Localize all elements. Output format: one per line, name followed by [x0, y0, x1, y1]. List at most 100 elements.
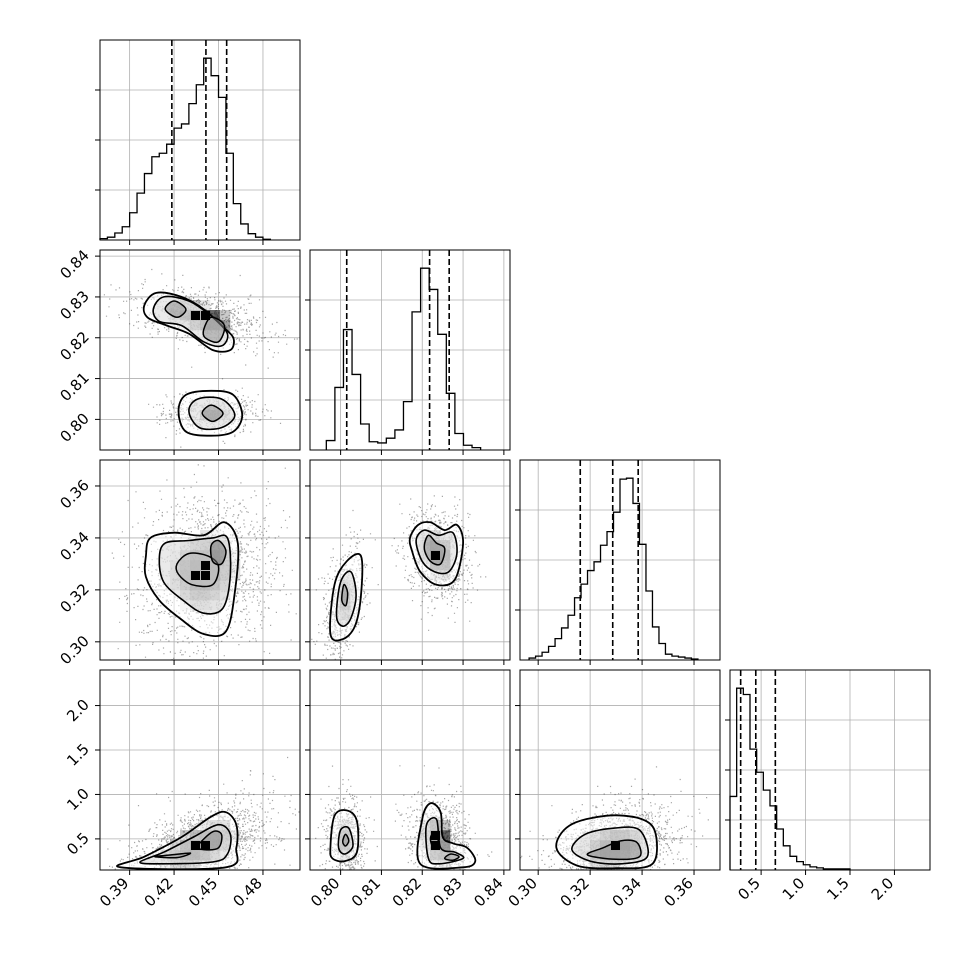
contour-mid — [571, 826, 649, 865]
y-tick-label: 0.32 — [56, 580, 92, 616]
y-tick-label: 0.34 — [56, 528, 92, 564]
panel-frame — [99, 39, 301, 241]
x-tick-label: 0.84 — [470, 874, 506, 910]
density-cell — [600, 860, 611, 870]
density-cell — [440, 830, 451, 841]
contour-inner — [443, 853, 460, 862]
density-cell — [440, 570, 451, 581]
contour-mid — [188, 396, 236, 431]
y-tick-label: 2.0 — [63, 696, 93, 726]
panel-frame — [519, 459, 721, 661]
contour-inner — [201, 404, 224, 423]
density-cell — [180, 600, 191, 611]
x-tick-label: 0.36 — [661, 874, 697, 910]
density-peak — [201, 841, 210, 850]
density-cell — [440, 820, 451, 831]
histogram-panel-p3: 0.5 1.0 1.5 2.0 — [725, 669, 931, 904]
density-cell — [200, 820, 211, 831]
density-cell — [230, 560, 241, 571]
density-peak — [431, 831, 440, 840]
density-cell — [190, 830, 201, 841]
density-cell — [440, 860, 451, 870]
panel-frame — [99, 249, 301, 451]
density-cell — [190, 860, 201, 870]
density-cell — [440, 840, 451, 851]
scatter-panel-p0-p3: 0.39 0.42 0.45 0.48 0.5 1.0 1.5 2.0 — [63, 669, 301, 910]
scatter-panel-p1-p3: 0.80 0.81 0.82 0.83 0.84 — [305, 669, 511, 910]
density-peak — [201, 561, 210, 570]
y-tick-label: 0.30 — [56, 632, 92, 668]
x-tick-label: 0.83 — [430, 874, 466, 910]
x-tick-label: 0.48 — [229, 874, 265, 910]
scatter-panel-p2-p3: 0.30 0.32 0.34 0.36 — [505, 669, 721, 910]
density-peak — [191, 311, 200, 320]
corner-plot-root: 0.5 1.0 1.5 2.00.800.810.820.830.840.300.32… — [56, 39, 931, 910]
grid-lines — [100, 40, 300, 240]
density-cell — [610, 860, 621, 870]
density-peak — [191, 841, 200, 850]
y-tick-label: 0.5 — [63, 829, 93, 859]
y-tick-label: 0.83 — [56, 287, 92, 323]
contour-mid — [424, 816, 465, 865]
histogram-step — [99, 57, 272, 240]
histogram-step — [729, 687, 851, 870]
grid-lines — [520, 670, 720, 870]
contour-inner — [164, 300, 187, 319]
y-tick-label: 0.81 — [56, 369, 92, 405]
scatter-panel-p0-p2: 0.30 0.32 0.34 0.36 — [56, 459, 301, 668]
panel-content — [315, 765, 493, 870]
x-tick-label: 0.32 — [557, 874, 593, 910]
panel-frame — [99, 669, 301, 871]
density-cell — [170, 840, 181, 851]
y-tick-label: 0.82 — [56, 328, 92, 364]
density-peak — [201, 571, 210, 580]
grid-lines — [730, 670, 930, 870]
panel-content — [103, 268, 298, 448]
x-tick-label: 0.45 — [185, 874, 221, 910]
density-cell — [420, 820, 431, 831]
contour-inner2 — [209, 539, 227, 566]
histogram-panel-p1 — [305, 249, 511, 455]
density-cell — [210, 310, 221, 321]
density-cell — [340, 850, 351, 861]
x-tick-label: 0.81 — [348, 874, 384, 910]
y-tick-label: 0.84 — [56, 246, 92, 282]
x-tick-label: 0.39 — [96, 874, 132, 910]
density-cell — [230, 570, 241, 581]
contour-mid — [152, 295, 229, 348]
y-tick-label: 1.0 — [63, 785, 93, 815]
x-tick-label: 0.80 — [307, 874, 343, 910]
density-cell — [230, 550, 241, 561]
y-tick-label: 1.5 — [63, 740, 93, 770]
x-tick-label: 0.82 — [389, 874, 425, 910]
x-tick-label: 0.5 — [734, 874, 764, 904]
density-cell — [220, 310, 231, 321]
scatter-panel-p1-p2 — [305, 459, 511, 665]
density-peak — [191, 571, 200, 580]
panel-content — [520, 766, 709, 870]
density-cell — [590, 860, 601, 870]
density-cell — [200, 300, 211, 311]
histogram-step — [528, 477, 699, 660]
density-cell — [420, 840, 431, 851]
x-tick-label: 0.30 — [505, 874, 541, 910]
density-peak — [201, 311, 210, 320]
density-cell — [170, 860, 181, 870]
panel-frame — [99, 459, 301, 661]
contour-inner — [341, 833, 350, 847]
grid-lines — [520, 460, 720, 660]
density-cell — [430, 570, 441, 581]
x-tick-label: 0.42 — [141, 874, 177, 910]
panel-frame — [309, 669, 511, 871]
contour-inner — [202, 316, 226, 344]
density-cell — [230, 830, 241, 841]
panel-content — [311, 495, 487, 660]
contour-inner — [154, 852, 192, 859]
histogram-step — [325, 267, 482, 450]
histogram-panel-p0 — [95, 39, 301, 245]
panel-frame — [519, 669, 721, 871]
scatter-points — [103, 268, 298, 448]
density-cell — [160, 860, 171, 870]
x-tick-label: 1.0 — [779, 874, 809, 904]
